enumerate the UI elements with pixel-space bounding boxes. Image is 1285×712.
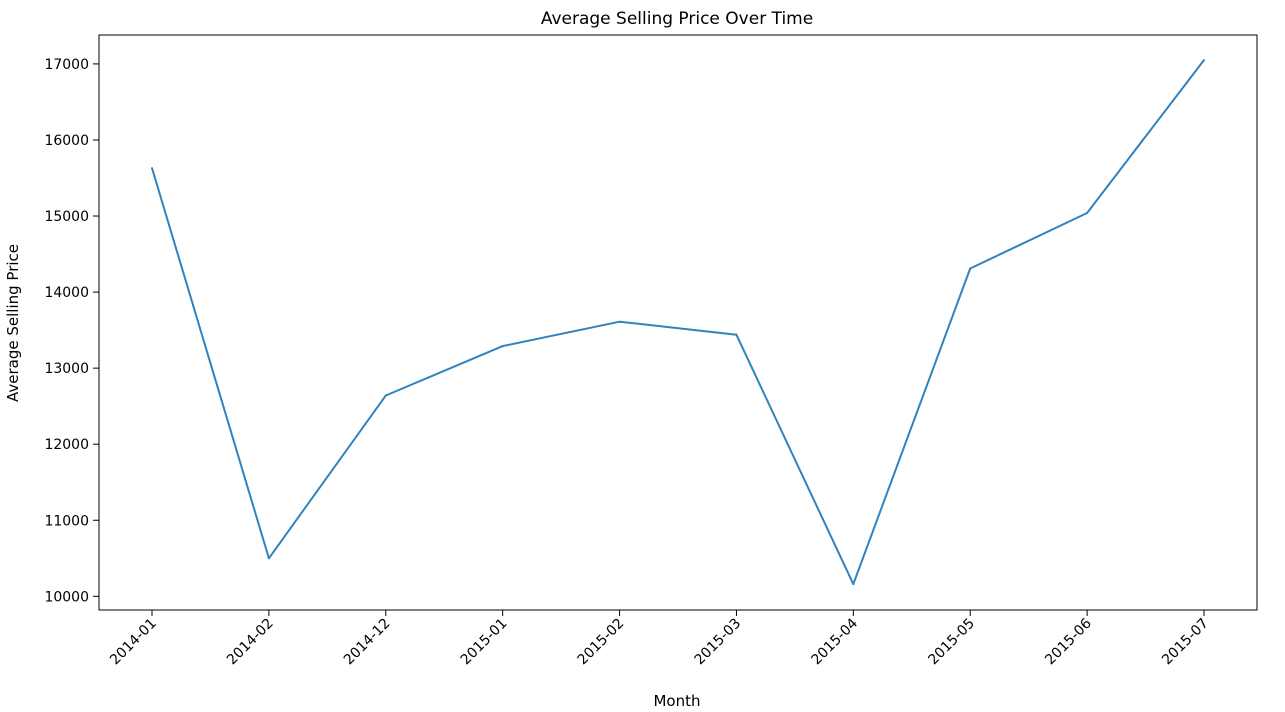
- y-axis: 10000 11000 12000 13000 14000 15000 16000 17000: [44, 57, 99, 605]
- chart-title: Average Selling Price Over Time: [541, 9, 813, 29]
- y-tick-label: 16000: [44, 133, 89, 149]
- series-layer: [151, 59, 1205, 586]
- x-tick-label: 2014-12: [341, 616, 394, 669]
- y-tick-label: 10000: [44, 589, 89, 605]
- series-line: [151, 59, 1205, 586]
- y-tick-label: 13000: [44, 361, 89, 377]
- data-point: [852, 583, 855, 586]
- y-tick-label: 11000: [44, 513, 89, 529]
- data-point: [267, 557, 270, 560]
- x-tick-label: 2015-04: [808, 615, 861, 668]
- data-point: [384, 394, 387, 397]
- x-tick-label: 2015-03: [692, 616, 745, 669]
- x-tick-label: 2015-07: [1159, 616, 1212, 669]
- y-tick-label: 15000: [44, 209, 89, 225]
- data-point: [735, 333, 738, 336]
- plot-area: [99, 35, 1257, 610]
- x-axis-label: Month: [653, 692, 700, 708]
- y-tick-label: 14000: [44, 285, 89, 301]
- x-tick-label: 2015-02: [575, 616, 628, 669]
- x-axis: 2014-01 2014-02 2014-12 2015-01 2015-02 2015-…: [107, 610, 1212, 668]
- plot-frame: [98, 34, 1258, 611]
- y-tick-label: 12000: [44, 437, 89, 453]
- x-tick-label: 2015-01: [458, 616, 511, 669]
- data-point: [501, 345, 504, 348]
- data-point: [1086, 211, 1089, 214]
- data-point: [969, 267, 972, 270]
- x-tick-label: 2015-05: [925, 616, 978, 669]
- x-tick-label: 2015-06: [1042, 615, 1095, 668]
- data-point: [618, 320, 621, 323]
- x-tick-label: 2014-02: [224, 616, 277, 669]
- data-point: [151, 167, 153, 170]
- y-tick-label: 17000: [44, 57, 89, 73]
- y-axis-label: Average Selling Price: [4, 244, 22, 402]
- data-point: [1203, 59, 1205, 62]
- x-tick-label: 2014-01: [107, 616, 160, 669]
